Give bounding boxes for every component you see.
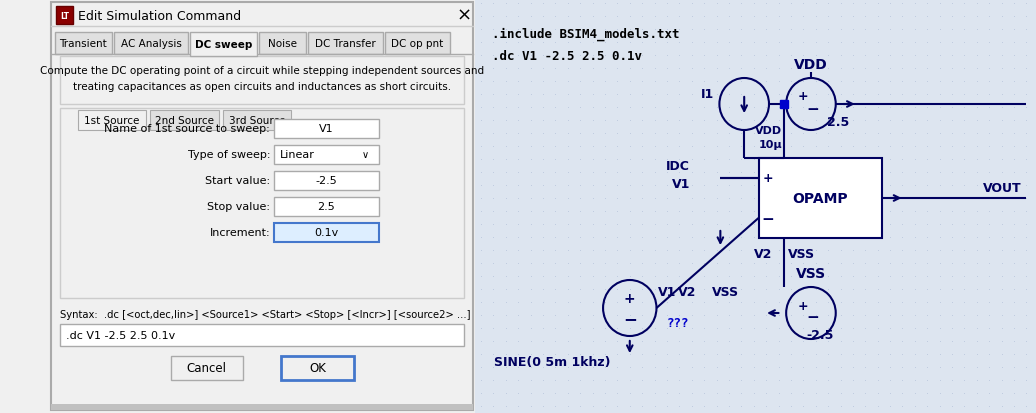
FancyBboxPatch shape [275, 197, 379, 216]
Text: −: − [761, 211, 775, 226]
FancyBboxPatch shape [55, 33, 112, 55]
FancyBboxPatch shape [758, 159, 883, 238]
Text: Type of sweep:: Type of sweep: [188, 150, 270, 160]
Text: .dc V1 -2.5 2.5 0.1v: .dc V1 -2.5 2.5 0.1v [66, 330, 175, 340]
Text: I1: I1 [700, 88, 714, 101]
Text: Linear: Linear [280, 150, 315, 160]
FancyBboxPatch shape [60, 324, 464, 346]
FancyBboxPatch shape [150, 111, 219, 131]
Text: 2nd Source: 2nd Source [155, 116, 214, 126]
Text: Increment:: Increment: [209, 228, 270, 238]
Text: Edit Simulation Command: Edit Simulation Command [78, 9, 240, 22]
FancyBboxPatch shape [223, 111, 291, 131]
Text: −: − [623, 309, 637, 327]
Text: +: + [798, 299, 809, 312]
FancyBboxPatch shape [281, 356, 353, 380]
FancyBboxPatch shape [259, 33, 307, 55]
Text: +: + [798, 90, 809, 103]
Text: V1: V1 [671, 177, 690, 190]
Text: −: − [806, 310, 819, 325]
Text: VSS: VSS [787, 248, 815, 261]
FancyBboxPatch shape [275, 223, 379, 242]
Text: ???: ??? [666, 317, 689, 330]
Text: 2.5: 2.5 [827, 116, 848, 129]
FancyBboxPatch shape [275, 120, 379, 139]
Text: IDC: IDC [666, 160, 690, 173]
Text: Cancel: Cancel [186, 362, 227, 375]
FancyBboxPatch shape [60, 57, 464, 105]
Text: SINE(0 5m 1khz): SINE(0 5m 1khz) [494, 356, 610, 369]
Text: 2.5: 2.5 [318, 202, 336, 212]
Text: V2: V2 [678, 286, 696, 299]
Text: Start value:: Start value: [205, 176, 270, 186]
Text: V1: V1 [658, 286, 677, 299]
Text: ∨: ∨ [362, 150, 369, 160]
Text: .include BSIM4_models.txt: .include BSIM4_models.txt [492, 28, 680, 41]
Text: +: + [762, 172, 773, 185]
Text: DC Transfer: DC Transfer [315, 39, 376, 49]
FancyBboxPatch shape [309, 33, 382, 55]
Text: Syntax:  .dc [<oct,dec,lin>] <Source1> <Start> <Stop> [<lncr>] [<source2> ...]: Syntax: .dc [<oct,dec,lin>] <Source1> <S… [60, 309, 471, 319]
Text: Compute the DC operating point of a circuit while stepping independent sources a: Compute the DC operating point of a circ… [40, 66, 484, 76]
Text: VSS: VSS [796, 266, 826, 280]
Text: treating capacitances as open circuits and inductances as short circuits.: treating capacitances as open circuits a… [74, 82, 452, 92]
Text: LT: LT [60, 12, 68, 21]
Text: 3rd Source: 3rd Source [229, 116, 285, 126]
Text: 0.1v: 0.1v [314, 228, 339, 238]
FancyBboxPatch shape [171, 356, 243, 380]
Text: .dc V1 -2.5 2.5 0.1v: .dc V1 -2.5 2.5 0.1v [492, 50, 642, 63]
Text: -2.5: -2.5 [807, 329, 834, 342]
Text: DC op pnt: DC op pnt [391, 39, 443, 49]
Text: 10μ: 10μ [758, 140, 782, 150]
Text: VOUT: VOUT [983, 182, 1021, 195]
Text: OK: OK [309, 362, 326, 375]
Text: VDD: VDD [755, 126, 782, 136]
Text: Transient: Transient [59, 39, 108, 49]
Text: ×: × [456, 7, 471, 25]
Text: Stop value:: Stop value: [207, 202, 270, 212]
Text: DC sweep: DC sweep [195, 40, 252, 50]
FancyBboxPatch shape [275, 146, 379, 165]
FancyBboxPatch shape [51, 3, 473, 410]
FancyBboxPatch shape [56, 7, 73, 25]
Text: V2: V2 [754, 248, 773, 261]
Text: +: + [624, 291, 635, 305]
Text: Noise: Noise [268, 39, 297, 49]
Text: AC Analysis: AC Analysis [120, 39, 181, 49]
FancyBboxPatch shape [114, 33, 189, 55]
Text: VDD: VDD [794, 58, 828, 72]
Text: −: − [806, 101, 819, 116]
FancyBboxPatch shape [384, 33, 450, 55]
Text: -2.5: -2.5 [316, 176, 338, 186]
Text: V1: V1 [319, 124, 334, 134]
FancyBboxPatch shape [51, 404, 473, 410]
Text: VSS: VSS [712, 286, 739, 299]
Text: Name of 1st source to sweep:: Name of 1st source to sweep: [105, 124, 270, 134]
Text: OPAMP: OPAMP [793, 192, 848, 206]
FancyBboxPatch shape [78, 111, 146, 131]
FancyBboxPatch shape [60, 109, 464, 298]
FancyBboxPatch shape [275, 171, 379, 190]
FancyBboxPatch shape [191, 33, 257, 57]
Text: 1st Source: 1st Source [84, 116, 140, 126]
FancyBboxPatch shape [476, 0, 1036, 413]
